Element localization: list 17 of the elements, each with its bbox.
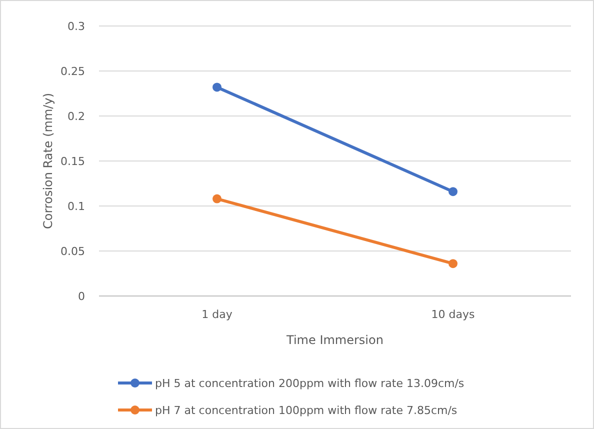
- y-axis-title: Corrosion Rate (mm/y): [41, 92, 55, 230]
- y-tick-label: 0.15: [60, 154, 85, 168]
- y-tick-label: 0.2: [68, 110, 85, 123]
- point: [212, 82, 222, 92]
- y-tick-label: 0.3: [68, 20, 85, 33]
- legend-label: pH 7 at concentration 100ppm with flow rate 7.85cm/s: [155, 404, 458, 417]
- x-tick-label: 1 day: [202, 308, 233, 321]
- y-tick-label: 0: [78, 290, 85, 303]
- y-tick-label: 0.25: [60, 64, 85, 78]
- x-axis-title: Time Immersion: [286, 333, 384, 347]
- y-tick-label: 0.05: [60, 244, 85, 258]
- point: [448, 259, 458, 268]
- legend-label: pH 5 at concentration 200ppm with flow rate 13.09cm/s: [155, 376, 464, 390]
- point: [448, 187, 458, 196]
- x-tick-label: 10 days: [431, 308, 475, 321]
- point: [212, 194, 222, 204]
- y-tick-label: 0.1: [68, 200, 85, 213]
